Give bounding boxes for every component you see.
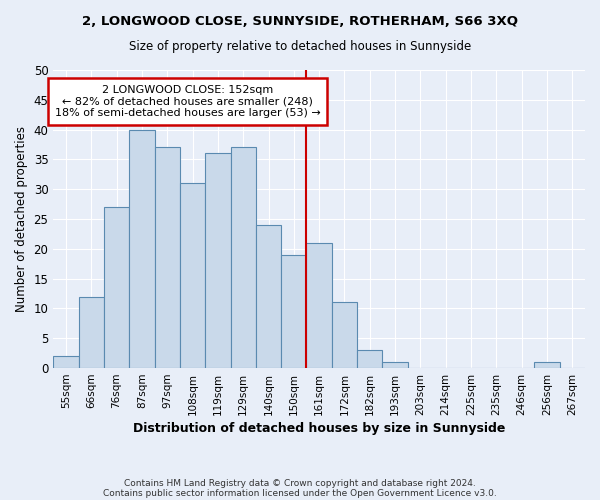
Bar — [357, 350, 382, 368]
Bar — [382, 362, 408, 368]
Bar — [281, 255, 307, 368]
Bar — [230, 148, 256, 368]
Bar — [205, 154, 230, 368]
Bar — [129, 130, 155, 368]
Bar — [332, 302, 357, 368]
Text: 2 LONGWOOD CLOSE: 152sqm
← 82% of detached houses are smaller (248)
18% of semi-: 2 LONGWOOD CLOSE: 152sqm ← 82% of detach… — [55, 85, 320, 118]
Bar — [53, 356, 79, 368]
X-axis label: Distribution of detached houses by size in Sunnyside: Distribution of detached houses by size … — [133, 422, 505, 435]
Bar — [256, 225, 281, 368]
Y-axis label: Number of detached properties: Number of detached properties — [15, 126, 28, 312]
Bar — [535, 362, 560, 368]
Text: Contains HM Land Registry data © Crown copyright and database right 2024.: Contains HM Land Registry data © Crown c… — [124, 478, 476, 488]
Text: 2, LONGWOOD CLOSE, SUNNYSIDE, ROTHERHAM, S66 3XQ: 2, LONGWOOD CLOSE, SUNNYSIDE, ROTHERHAM,… — [82, 15, 518, 28]
Text: Size of property relative to detached houses in Sunnyside: Size of property relative to detached ho… — [129, 40, 471, 53]
Bar — [307, 243, 332, 368]
Bar — [155, 148, 180, 368]
Bar — [104, 207, 129, 368]
Text: Contains public sector information licensed under the Open Government Licence v3: Contains public sector information licen… — [103, 488, 497, 498]
Bar — [79, 296, 104, 368]
Bar — [180, 184, 205, 368]
